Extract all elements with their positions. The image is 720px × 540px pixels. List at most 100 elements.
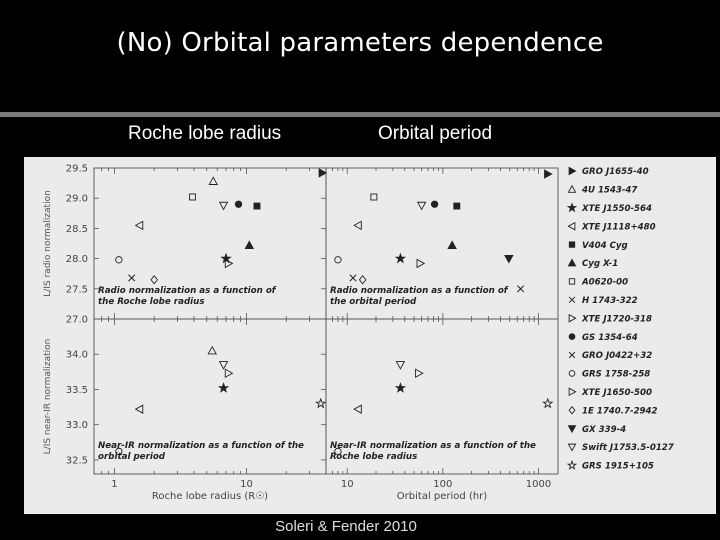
legend-entry: 1E 1740.7-2942: [582, 406, 658, 416]
data-point: [504, 254, 514, 264]
legend-marker: [567, 425, 577, 434]
legend-entry: 4U 1543-47: [581, 186, 637, 196]
data-point: [224, 258, 234, 269]
scatter-figure: 27.0 27.5 28.0 28.5 29.0 29.5 L/IS radio norma…: [43, 164, 674, 503]
data-point: [220, 252, 232, 264]
data-point: [128, 274, 136, 282]
y-tick-label: 29.0: [66, 194, 88, 205]
legend-entry: GRO J0422+32: [582, 351, 652, 361]
legend-entry: GRO J1655-40: [582, 167, 649, 177]
x-tick-label: 10: [240, 479, 253, 490]
legend-marker: [568, 166, 577, 176]
panel-frame: [325, 318, 559, 475]
panel-annotation: Near-IR normalization as a function of t…: [98, 441, 304, 451]
y-tick-label: 32.5: [66, 455, 88, 466]
roche-lobe-label: Roche lobe radius: [128, 123, 282, 144]
chart-panel-radio-vs-roche: 27.0 27.5 28.0 28.5 29.0 29.5 L/IS radio norma…: [43, 164, 328, 326]
data-point: [415, 368, 424, 379]
legend-marker: [568, 333, 576, 340]
x-axis-label: Roche lobe radius (R☉): [152, 491, 268, 502]
x-tick-label: 1: [111, 479, 117, 490]
data-point: [315, 397, 327, 409]
orbital-period-label: Orbital period: [378, 123, 493, 144]
data-point: [134, 404, 144, 414]
y-tick-label: 27.5: [66, 284, 88, 295]
x-tick-label: 10: [341, 479, 354, 490]
chart-panel-radio-vs-period: Radio normalization as a function ofthe …: [325, 167, 559, 320]
panel-annotation: the orbital period: [330, 297, 417, 307]
data-point: [318, 168, 328, 178]
data-point: [115, 256, 123, 264]
y-tick-label: 28.5: [66, 224, 88, 235]
y-axis-label: L/IS near-IR normalization: [43, 339, 53, 455]
data-point: [334, 256, 342, 264]
legend: GRO J1655-40 4U 1543-47 XTE J1550-564 XTE J…: [566, 166, 674, 472]
legend-marker: [567, 221, 576, 231]
slide-title: (No) Orbital parameters dependence: [116, 28, 604, 58]
y-tick-label: 27.0: [66, 315, 88, 326]
data-point: [394, 382, 407, 393]
data-point: [150, 275, 158, 285]
data-point: [353, 404, 362, 414]
data-point: [544, 169, 553, 179]
panel-annotation: Roche lobe radius: [330, 452, 417, 462]
legend-marker: [568, 296, 576, 304]
legend-entry: A0620-00: [581, 278, 628, 288]
panel-annotation: orbital period: [98, 452, 166, 462]
y-tick-label: 28.0: [66, 254, 88, 265]
legend-marker: [568, 351, 576, 359]
y-tick-label: 34.0: [66, 350, 88, 361]
data-point: [453, 202, 461, 210]
data-point: [334, 447, 342, 456]
data-point: [370, 193, 378, 201]
legend-entry: XTE J1720-318: [581, 314, 652, 324]
legend-entry: XTE J1650-500: [581, 388, 652, 398]
data-point: [416, 258, 426, 269]
data-point: [208, 176, 219, 185]
legend-marker: [567, 258, 577, 267]
data-point: [218, 201, 229, 211]
legend-marker: [566, 202, 578, 213]
y-tick-label: 29.5: [66, 164, 88, 175]
legend-marker: [567, 443, 577, 452]
legend-entry: Swift J1753.5-0127: [582, 443, 674, 453]
data-point: [234, 200, 243, 208]
data-point: [358, 275, 367, 285]
data-point: [430, 200, 439, 208]
data-point: [353, 220, 362, 231]
legend-entry: Cyg X-1: [582, 259, 618, 269]
data-point: [189, 193, 196, 201]
data-point: [447, 240, 457, 249]
legend-entry: GS 1354-64: [582, 333, 638, 343]
data-point: [395, 361, 406, 370]
x-axis-label: Orbital period (hr): [397, 491, 487, 502]
y-axis-label: L/IS radio normalization: [43, 190, 53, 297]
legend-marker: [568, 278, 576, 285]
y-tick-label: 33.5: [66, 385, 88, 396]
title-separator: [0, 112, 720, 117]
data-point: [517, 285, 525, 293]
legend-marker: [568, 387, 577, 397]
data-point: [134, 220, 144, 231]
panel-annotation: Near-IR normalization as a function of t…: [330, 441, 536, 451]
legend-entry: GX 339-4: [582, 425, 626, 435]
legend-entry: GRS 1758-258: [582, 370, 650, 380]
figure-panel: 27.0 27.5 28.0 28.5 29.0 29.5 L/IS radio norma…: [24, 157, 716, 514]
data-point: [218, 361, 229, 370]
legend-entry: XTE J1550-564: [581, 204, 652, 214]
legend-marker: [567, 184, 577, 193]
panel-annotation: the Roche lobe radius: [98, 297, 205, 307]
x-tick-label: 100: [433, 479, 452, 490]
data-point: [542, 397, 554, 409]
panel-annotation: Radio normalization as a function of: [98, 286, 277, 296]
legend-marker: [566, 459, 578, 470]
data-point: [416, 201, 427, 211]
data-point: [244, 240, 255, 249]
title-band: [0, 0, 720, 112]
data-point: [349, 274, 357, 282]
legend-entry: V404 Cyg: [582, 241, 628, 251]
y-tick-label: 33.0: [66, 420, 88, 431]
citation: Soleri & Fender 2010: [275, 518, 417, 535]
data-point: [253, 202, 261, 210]
